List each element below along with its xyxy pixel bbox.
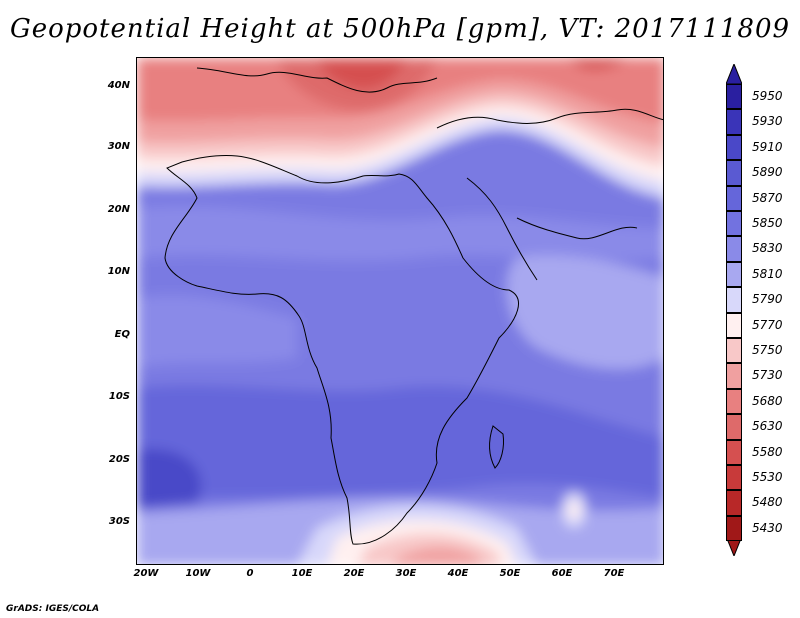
colorbar-swatch: [726, 388, 742, 415]
lon-label-40e: 40E: [447, 568, 469, 579]
colorbar-level-label: 5680: [752, 393, 783, 408]
lat-label-eq: EQ: [114, 329, 130, 340]
colorbar-level-label: 5770: [752, 317, 783, 332]
map-title: Geopotential Height at 500hPa [gpm], VT:…: [9, 14, 791, 44]
lat-label-30n: 30N: [107, 141, 130, 152]
lon-label-60e: 60E: [551, 568, 573, 579]
colorbar-swatch: [726, 338, 742, 364]
colorbar-swatch: [726, 287, 742, 313]
colorbar-level-label: 5480: [752, 495, 783, 510]
colorbar-swatch: [726, 109, 742, 135]
colorbar-level-label: 5810: [752, 266, 783, 281]
colorbar-level-label: 5830: [752, 241, 783, 256]
lat-label-20s: 20S: [108, 454, 130, 465]
colorbar-level-label: 5950: [752, 89, 783, 103]
geopotential-map: [137, 58, 663, 564]
colorbar-level-label: 5730: [752, 368, 783, 383]
credit-text: GrADS: IGES/COLA: [6, 604, 100, 614]
lat-label-10s: 10S: [108, 391, 130, 402]
colorbar-level-label: 5580: [752, 444, 783, 459]
colorbar-level-label: 5630: [752, 419, 783, 434]
colorbar-swatch: [726, 363, 742, 389]
map-plot-area: [136, 57, 664, 565]
colorbar-swatch: [726, 261, 742, 288]
lon-label-10e: 10E: [291, 568, 313, 579]
lon-label-30e: 30E: [395, 568, 417, 579]
colorbar-level-label: 5890: [752, 165, 783, 180]
lat-label-20n: 20N: [107, 204, 130, 215]
colorbar-swatch: [726, 490, 742, 516]
colorbar-swatch: [726, 211, 742, 237]
lon-label-20e: 20E: [343, 568, 365, 579]
colorbar-level-label: 5750: [752, 343, 783, 357]
colorbar-level-label: 5870: [752, 190, 783, 205]
colorbar-level-label: 5850: [752, 216, 783, 230]
colorbar-swatch: [726, 160, 742, 186]
lon-label-50e: 50E: [499, 568, 521, 579]
colorbar-swatch: [726, 465, 742, 491]
coastline-layer: [164, 67, 663, 545]
colorbar-swatch: [726, 312, 742, 338]
colorbar-swatch: [726, 515, 742, 542]
colorbar-swatch: [726, 414, 742, 440]
lat-label-10n: 10N: [107, 266, 130, 277]
colorbar-level-label: 5930: [752, 114, 783, 129]
colorbar-level-label: 5530: [752, 470, 783, 484]
lat-label-30s: 30S: [108, 516, 130, 527]
lon-label-20w: 20W: [133, 568, 159, 579]
colorbar-swatch: [726, 236, 742, 262]
colorbar-top-arrow: [726, 64, 742, 84]
colorbar-swatch: [726, 185, 742, 211]
colorbar-swatch: [726, 439, 742, 465]
colorbar-swatch: [726, 84, 742, 110]
lon-label-70e: 70E: [603, 568, 625, 579]
colorbar-level-label: 5910: [752, 139, 783, 154]
lon-label-0: 0: [246, 568, 254, 579]
lat-label-40n: 40N: [107, 80, 130, 91]
height-field: [137, 58, 663, 564]
colorbar-swatch: [726, 134, 742, 161]
lon-label-10w: 10W: [185, 568, 211, 579]
colorbar-level-label: 5430: [752, 520, 783, 535]
colorbar-level-label: 5790: [752, 292, 783, 307]
